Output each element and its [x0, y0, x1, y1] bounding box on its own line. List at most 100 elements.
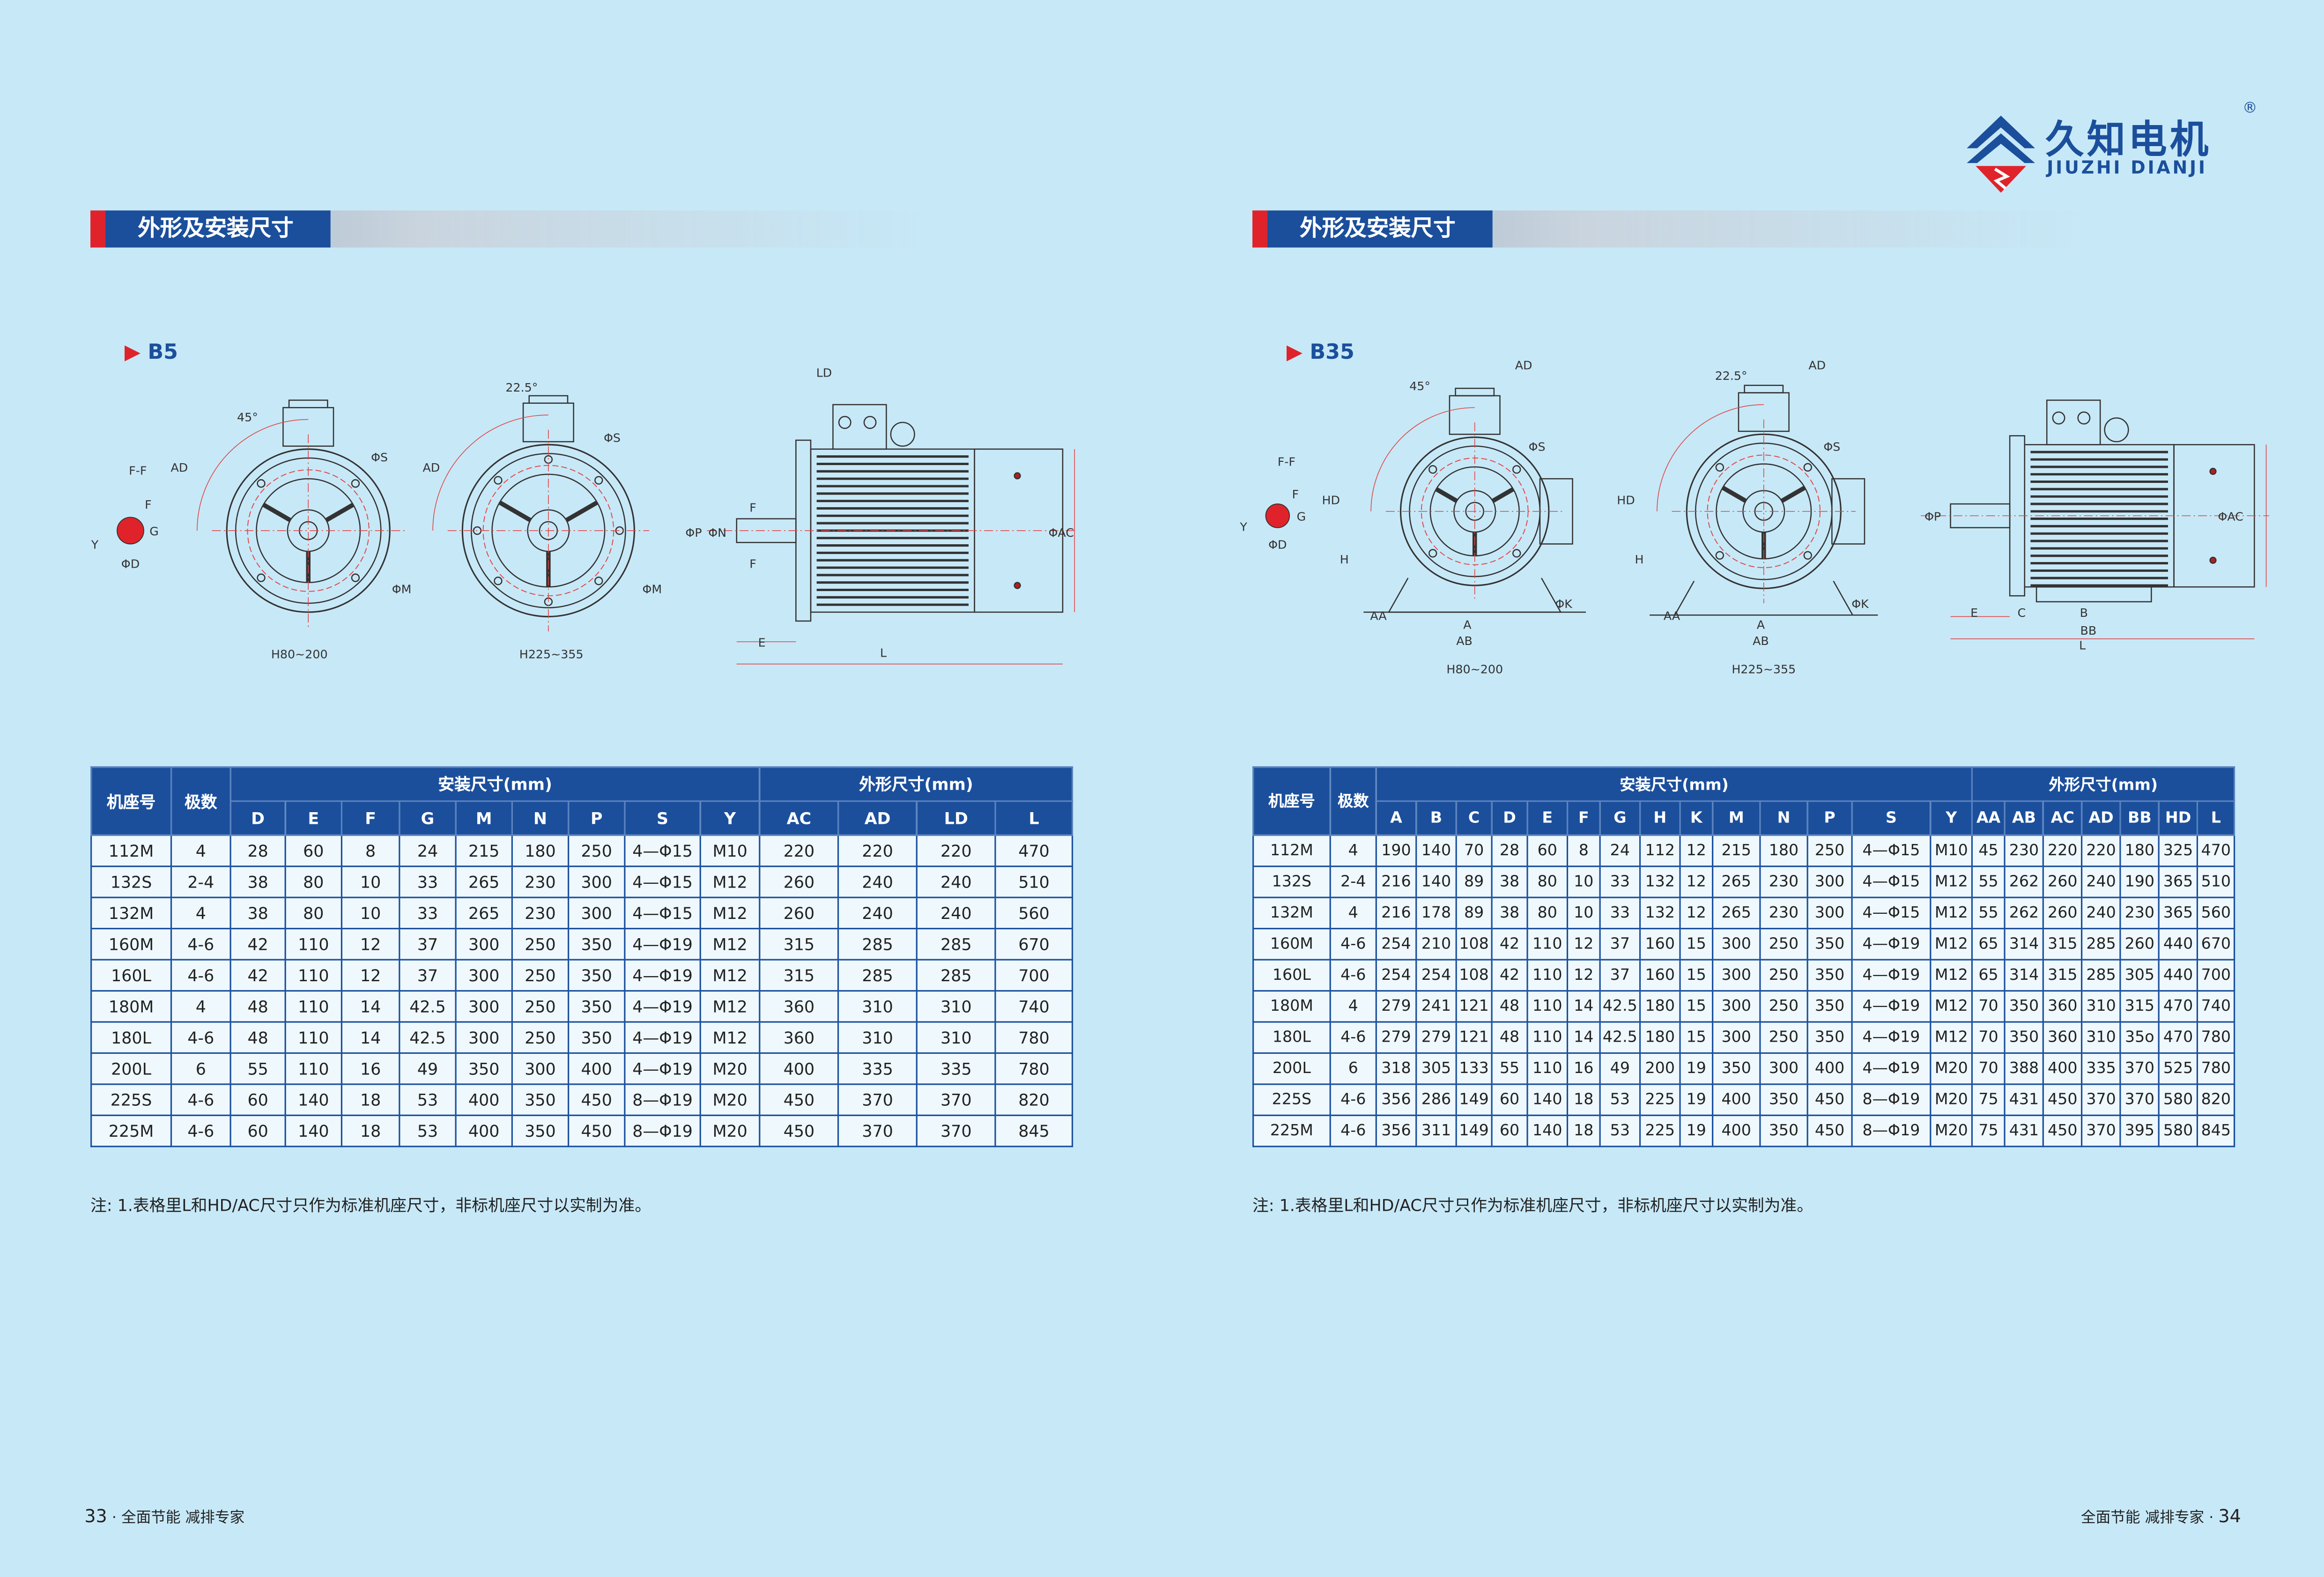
- table-cell: 12: [1566, 959, 1601, 992]
- table-cell: 18: [340, 1083, 400, 1116]
- table-cell: M20: [1930, 1052, 1973, 1085]
- table-cell: 55: [1491, 1052, 1528, 1085]
- table-cell: 450: [759, 1114, 839, 1148]
- table-cell: 2-4: [170, 866, 231, 898]
- table-cell: 15: [1679, 990, 1714, 1023]
- table-row: 200L 6 55 110 16 49 350 300 400 4—Φ19 M20 400 335 335…: [90, 1052, 1073, 1085]
- note: 注: 1.表格里L和HD/AC尺寸只作为标准机座尺寸，非标机座尺寸以实制为准。: [90, 1196, 651, 1215]
- table-cell: 42: [1491, 959, 1528, 992]
- table-row: 160L 4-6 42 110 12 37 300 250 350 4—Φ19 M12 315 285 2…: [90, 959, 1073, 992]
- drawing-line: [262, 503, 292, 522]
- table-cell: 440: [2158, 959, 2198, 992]
- header-row: D E F G M N P S Y AC AD LD L: [91, 800, 1073, 836]
- dimension-label: AD: [1515, 359, 1532, 372]
- drawing-circle: [1512, 465, 1521, 474]
- table-cell: 820: [2197, 1083, 2235, 1116]
- table-cell: 19: [1679, 1083, 1714, 1116]
- table-cell: 240: [837, 896, 918, 930]
- table-cell: 37: [1599, 959, 1641, 992]
- table-cell: 35o: [2119, 1021, 2160, 1054]
- table-cell: 845: [994, 1114, 1073, 1148]
- table-cell: 310: [2081, 1021, 2121, 1054]
- table-cell: 360: [2043, 990, 2083, 1023]
- dimension-label: H80~200: [1446, 662, 1503, 676]
- table-cell: 240: [2081, 896, 2121, 930]
- table-cell: 220: [837, 834, 918, 867]
- table-cell: 18: [1566, 1083, 1601, 1116]
- table-cell: 350: [455, 1052, 513, 1085]
- column-header: C: [1455, 800, 1493, 836]
- table-cell: 8—Φ19: [1851, 1083, 1932, 1116]
- table-cell: 132M: [1252, 896, 1331, 930]
- dimension-label: ΦS: [604, 431, 621, 445]
- drawing-title-text: B5: [148, 341, 178, 365]
- table-cell: 2-4: [1329, 866, 1377, 898]
- table-cell: 4—Φ15: [1851, 896, 1932, 930]
- table-cell: 300: [1712, 990, 1761, 1023]
- header-row: 机座号 极数 安装尺寸(mm) 外形尺寸(mm): [90, 766, 1073, 836]
- drawing-rect: [528, 395, 569, 404]
- column-header: E: [1526, 800, 1569, 836]
- column-header: Y: [1930, 800, 1973, 836]
- dimension-label: H80~200: [271, 648, 328, 661]
- dimension-label: 22.5°: [1715, 369, 1747, 383]
- table-cell: 260: [2043, 866, 2083, 898]
- table-cell: 225M: [1252, 1114, 1331, 1148]
- table-row: 225S 4-6 60 140 18 53 400 350 450 8—Φ19 M20 450 370 3…: [90, 1083, 1073, 1116]
- table-cell: 110: [1526, 928, 1569, 961]
- table-cell: 48: [229, 1021, 286, 1054]
- column-header: Y: [699, 800, 761, 836]
- table-cell: 335: [916, 1052, 996, 1085]
- table-cell: 160L: [1252, 959, 1331, 992]
- table-cell: 42.5: [1599, 1021, 1641, 1054]
- table-cell: 180M: [1252, 990, 1331, 1023]
- dimension-label: ΦK: [1555, 597, 1573, 611]
- table-cell: 10: [340, 866, 400, 898]
- table-cell: 200L: [1252, 1052, 1331, 1085]
- table-cell: 180: [1759, 834, 1808, 867]
- table-cell: 230: [2004, 834, 2044, 867]
- table-cell: 4—Φ15: [1851, 834, 1932, 867]
- table-cell: 70: [1455, 834, 1493, 867]
- table-cell: 225S: [90, 1083, 172, 1116]
- table-cell: 400: [1712, 1083, 1761, 1116]
- dimension-label: H225~355: [519, 648, 584, 661]
- dimension-label: F-F: [1278, 455, 1295, 468]
- footer: 全面节能 减排专家 · 34: [2081, 1504, 2241, 1526]
- table-row: 132S 2-4 38 80 10 33 265 230 300 4—Φ15 M12 260 240 24…: [90, 866, 1073, 898]
- dimension-arc: [1657, 404, 1764, 511]
- table-cell: 300: [568, 866, 626, 898]
- table-cell: 370: [837, 1114, 918, 1148]
- table-cell: 431: [2004, 1114, 2044, 1148]
- dimension-arc: [1370, 407, 1475, 511]
- dimension-label: HD: [1322, 494, 1340, 507]
- column-header: P: [568, 800, 626, 836]
- column-header: A: [1375, 800, 1417, 836]
- table-cell: 89: [1455, 896, 1493, 930]
- table-cell: 350: [568, 990, 626, 1023]
- dimension-label: ΦS: [1823, 440, 1840, 454]
- drawing-circle: [494, 476, 503, 485]
- logo-name: 久知电机: [2045, 118, 2212, 163]
- table-cell: 38: [1491, 896, 1528, 930]
- table-cell: 360: [2043, 1021, 2083, 1054]
- table-cell: 400: [1806, 1052, 1853, 1085]
- dimension-label: ΦAC: [1049, 526, 1074, 540]
- table-cell: 60: [229, 1083, 286, 1116]
- table-cell: 370: [2119, 1052, 2160, 1085]
- dimension-arc: [197, 419, 309, 531]
- table-cell: 49: [399, 1052, 457, 1085]
- table-cell: 140: [284, 1083, 343, 1116]
- section-bar: 外形及安装尺寸: [1252, 210, 2083, 248]
- table-cell: 60: [229, 1114, 286, 1148]
- column-header: H: [1639, 800, 1681, 836]
- table-cell: 4: [170, 896, 231, 930]
- dimension-arc: [432, 415, 548, 531]
- table-row: 160M 4-6 254 210 108 42 110 12 37 160 15 300 250 350 4…: [1252, 928, 2235, 961]
- table-cell: 400: [455, 1083, 513, 1116]
- table-cell: 110: [1526, 1052, 1569, 1085]
- dimension-label: 45°: [1409, 379, 1430, 393]
- table-row: 225M 4-6 356 311 149 60 140 18 53 225 19 400 350 450 8…: [1252, 1114, 2235, 1148]
- table-cell: 112: [1639, 834, 1681, 867]
